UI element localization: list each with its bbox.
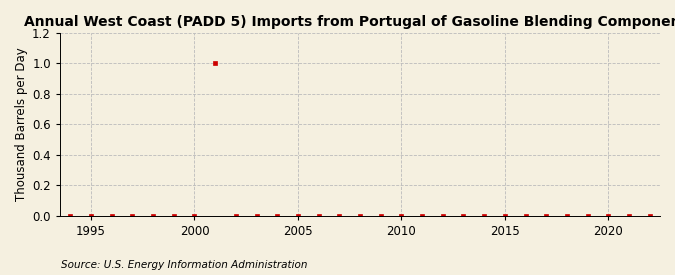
Title: Annual West Coast (PADD 5) Imports from Portugal of Gasoline Blending Components: Annual West Coast (PADD 5) Imports from …	[24, 15, 675, 29]
Y-axis label: Thousand Barrels per Day: Thousand Barrels per Day	[15, 48, 28, 201]
Text: Source: U.S. Energy Information Administration: Source: U.S. Energy Information Administ…	[61, 260, 307, 270]
